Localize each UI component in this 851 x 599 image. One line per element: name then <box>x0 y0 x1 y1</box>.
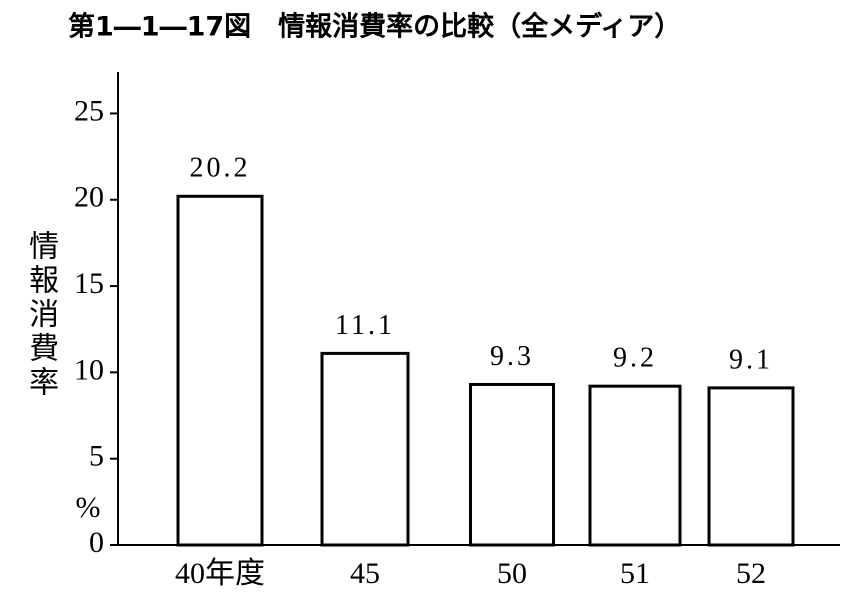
value-label: 20.2 <box>190 153 251 184</box>
value-label: 9.1 <box>729 344 773 375</box>
value-label: 9.2 <box>613 343 657 374</box>
x-tick-label: 40年度 <box>175 557 265 590</box>
y-axis-unit: % <box>76 491 101 524</box>
x-tick-label: 51 <box>620 557 650 590</box>
value-label: 9.3 <box>490 341 534 372</box>
bar <box>707 386 795 547</box>
chart-title: 第1―1―17図 情報消費率の比較（全メディア） <box>68 11 681 43</box>
y-tick-label: 0 <box>89 526 104 559</box>
x-tick-label: 45 <box>350 557 380 590</box>
y-axis-label: 情報消費率 <box>24 230 59 400</box>
bar <box>588 384 682 547</box>
x-tick-label: 52 <box>736 557 766 590</box>
y-tick-label: 20 <box>74 181 104 214</box>
y-tick-label: 25 <box>74 94 104 127</box>
bar <box>176 194 264 547</box>
y-tick-label: 10 <box>74 353 104 386</box>
bar <box>469 382 555 547</box>
value-label: 11.1 <box>335 310 395 341</box>
bar <box>320 351 410 547</box>
y-tick-label: 5 <box>89 440 104 473</box>
x-tick-label: 50 <box>497 557 527 590</box>
y-tick-label: 15 <box>74 267 104 300</box>
